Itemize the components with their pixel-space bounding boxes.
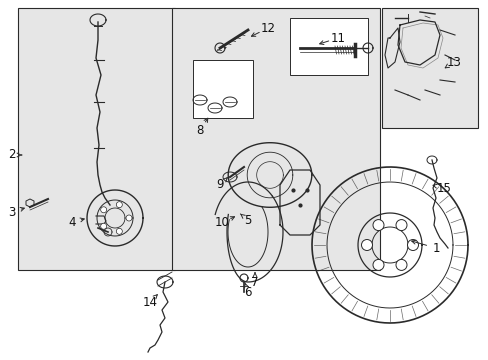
Text: 7: 7 — [251, 276, 258, 289]
Text: 14: 14 — [142, 296, 157, 309]
Text: 15: 15 — [436, 181, 450, 194]
Circle shape — [116, 228, 122, 234]
Circle shape — [372, 260, 383, 270]
Circle shape — [395, 260, 406, 270]
Text: 1: 1 — [431, 242, 439, 255]
Circle shape — [407, 239, 418, 251]
Bar — [172, 8, 379, 270]
Circle shape — [372, 220, 383, 231]
Text: 13: 13 — [446, 55, 461, 68]
Bar — [381, 8, 477, 128]
Text: 12: 12 — [260, 22, 275, 35]
Text: 4: 4 — [68, 216, 76, 229]
Circle shape — [116, 202, 122, 208]
Text: 3: 3 — [8, 206, 16, 219]
Bar — [289, 18, 367, 75]
Text: 8: 8 — [196, 123, 203, 136]
Text: 5: 5 — [244, 213, 251, 226]
Bar — [18, 8, 175, 270]
Text: 11: 11 — [330, 31, 345, 45]
Circle shape — [361, 239, 372, 251]
Text: 9: 9 — [216, 179, 224, 192]
Text: 6: 6 — [244, 285, 251, 298]
Text: 2: 2 — [8, 148, 16, 162]
Circle shape — [126, 215, 132, 221]
Bar — [193, 60, 252, 118]
Text: 10: 10 — [214, 216, 229, 230]
Circle shape — [395, 220, 406, 231]
Circle shape — [101, 223, 106, 229]
Circle shape — [101, 207, 106, 213]
